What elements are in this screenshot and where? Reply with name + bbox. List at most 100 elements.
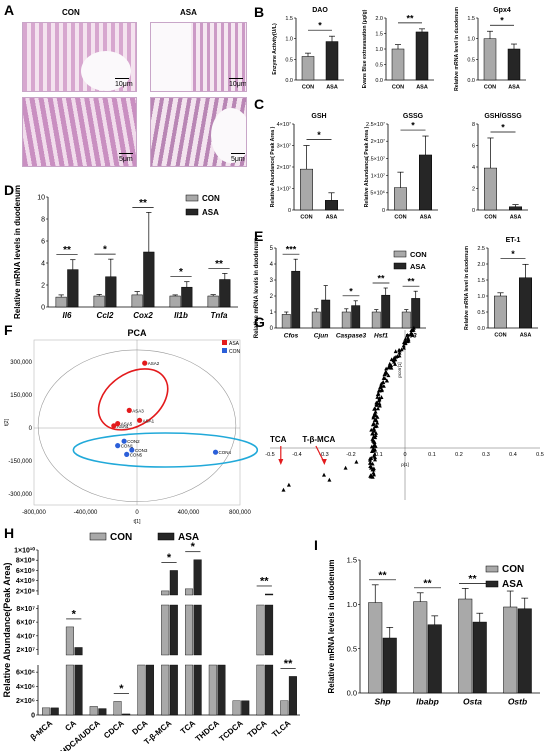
y-tick-label: 0.0 [375, 78, 383, 84]
x-tick-label: CON [300, 215, 312, 221]
y-tick-label: 4×10⁷ [277, 121, 291, 128]
significance-mark: * [191, 541, 196, 553]
bar [342, 312, 350, 328]
x-tick-label: TLCA [270, 718, 292, 739]
x-tick-label: Tnfa [211, 311, 228, 320]
bar [241, 701, 249, 715]
significance-mark: ** [407, 277, 415, 287]
legend-label: ASA [202, 208, 219, 217]
significance-mark: * [317, 130, 321, 140]
significance-mark: * [103, 245, 107, 256]
bar [419, 155, 432, 210]
x-tick-label: 0.5 [536, 452, 544, 458]
bar [138, 665, 146, 715]
x-tick-label: Ccl2 [97, 311, 114, 320]
splot-point [344, 466, 348, 470]
y-tick-label: 2×10⁷ [277, 164, 291, 171]
bar [194, 605, 202, 655]
y-tick-label: 0 [472, 208, 475, 214]
y-tick-label: 1.5 [285, 16, 293, 22]
y-tick-label: 1.0 [285, 37, 293, 43]
bar [185, 605, 193, 655]
x-axis-label: t[1] [134, 519, 142, 525]
x-tick-label: TCA [179, 719, 198, 737]
pca-point [213, 450, 218, 455]
bar [280, 701, 288, 715]
annotation-arrowhead [322, 459, 327, 465]
bar [185, 589, 193, 595]
significance-mark: ** [284, 658, 293, 670]
x-tick-label: 0 [403, 452, 406, 458]
y-tick-label: 6 [41, 238, 45, 245]
x-tick-label: ASA [416, 85, 428, 91]
bar [509, 207, 522, 210]
chart-bile-acids: 1×10¹⁰8×10⁹6×10⁹4×10⁹2×10⁹8×10⁷6×10⁷4×10… [2, 532, 300, 751]
y-tick-label: 1.5 [477, 278, 485, 284]
x-tick-label: -0.5 [265, 452, 274, 458]
splot-point [282, 488, 286, 492]
y-tick-label: 0 [270, 326, 274, 332]
y-tick-label: 2 [41, 282, 45, 289]
significance-mark: *** [286, 245, 297, 255]
bar [326, 42, 338, 80]
bar [170, 605, 178, 655]
x-tick-label: CON [494, 333, 506, 339]
x-tick-label: CON [484, 85, 496, 91]
legend-swatch [186, 209, 198, 215]
bar [218, 665, 226, 715]
y-tick-label: 2.0 [375, 16, 383, 22]
bar [114, 701, 122, 715]
bar [170, 296, 181, 307]
y-tick-label: 150,000 [10, 393, 32, 399]
x-tick-label: 0.4 [509, 452, 517, 458]
bar [484, 39, 496, 80]
y-tick-label: 0 [382, 208, 385, 214]
bar [90, 706, 98, 715]
y-axis-label: Relative mRNA levels in duodenum [254, 238, 260, 338]
bar [473, 622, 487, 693]
significance-mark: * [349, 286, 353, 296]
y-tick-label: 0.0 [285, 78, 293, 84]
annotation-label: T-β-MCA [302, 435, 335, 444]
chart-title: DAO [312, 7, 328, 14]
x-tick-label: ASA [326, 215, 338, 221]
y-tick-label: 8×10⁷ [16, 606, 35, 613]
bar [68, 270, 79, 307]
bar [518, 609, 532, 693]
significance-mark: * [501, 122, 505, 132]
bar [322, 300, 330, 328]
x-tick-label: TCDCA [218, 718, 245, 743]
bar [220, 280, 231, 308]
significance-mark: * [411, 121, 415, 131]
y-axis-label: Relative Abundance(Peak Area) [2, 563, 12, 698]
y-tick-label: 1×10⁷ [277, 185, 291, 192]
x-tick-label: β-MCA [29, 718, 55, 742]
x-tick-label: ASA [326, 85, 338, 91]
y-tick-label: 8 [41, 216, 45, 223]
chart-splot: -0.5 -0.4 -0.3 -0.2 -0.1 0 0.1 0.2 0.3 0.4 0.5 p[1]… [265, 326, 544, 500]
bar [257, 665, 265, 715]
legend-swatch [486, 581, 498, 587]
y-tick-label: 1 [270, 310, 274, 316]
x-tick-label: CON [302, 85, 314, 91]
x-tick-label: 400,000 [178, 510, 200, 516]
y-tick-label: 1.0 [347, 600, 357, 609]
pca-point-label: ASA5 [121, 422, 133, 427]
annotation-arrowhead [278, 459, 283, 465]
y-tick-label: 10 [37, 194, 45, 201]
significance-mark: * [167, 552, 172, 564]
legend-label: ASA [410, 262, 426, 271]
y-tick-label: 4×10⁷ [16, 633, 35, 640]
x-tick-label: Hsf1 [374, 333, 388, 340]
x-tick-label: Cjun [314, 333, 328, 340]
legend-label: ASA [502, 579, 523, 590]
x-tick-label: CA [63, 718, 78, 732]
significance-mark: ** [406, 13, 414, 23]
significance-mark: * [318, 21, 322, 31]
legend-label: CON [229, 349, 241, 355]
y-tick-label: 1.5 [375, 31, 383, 37]
bar [75, 665, 83, 715]
y-axis-label: pcorr[1] [397, 362, 402, 377]
bar [282, 314, 290, 328]
bar [265, 665, 273, 715]
